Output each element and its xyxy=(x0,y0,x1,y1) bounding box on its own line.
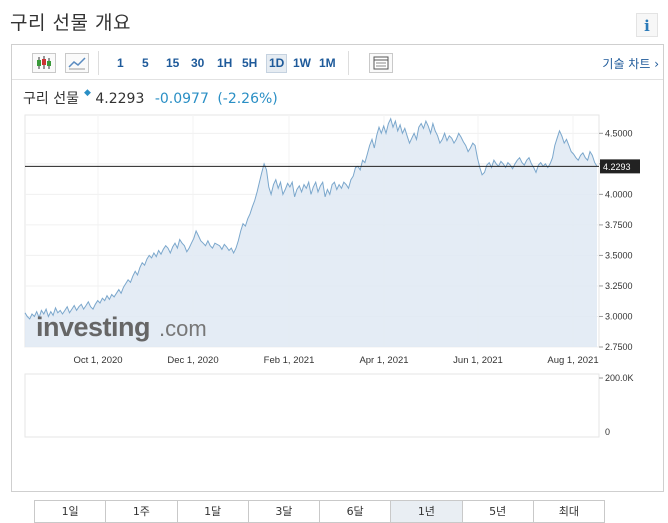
y-tick-label: 4.5000 xyxy=(605,128,633,138)
candlestick-chart-icon[interactable] xyxy=(32,53,56,73)
y-tick-label: 3.2500 xyxy=(605,281,633,291)
investing-logo-suffix: .com xyxy=(159,316,207,341)
range-1m[interactable]: 1달 xyxy=(177,501,249,522)
volume-tick-label: 200.0K xyxy=(605,373,634,383)
timeframe-1w[interactable]: 1W xyxy=(293,56,311,70)
timeframe-30[interactable]: 30 xyxy=(191,56,205,70)
price-down-icon: ◆ xyxy=(83,88,91,98)
price-change: -0.0977 xyxy=(154,91,209,107)
quote-header: 구리 선물 ◆ 4.2293 -0.0977 (-2.26%) xyxy=(23,88,278,108)
instrument-name: 구리 선물 xyxy=(23,91,79,107)
range-selector: 1일 1주 1달 3달 6달 1년 5년 최대 xyxy=(34,500,605,523)
last-price-label: 4.2293 xyxy=(603,162,631,172)
info-icon[interactable]: i xyxy=(636,13,658,37)
timeframe-1[interactable]: 1 xyxy=(117,56,124,70)
chart-toolbar: 1 5 15 30 1H 5H 1D 1W 1M 기술 차트 › xyxy=(12,45,663,80)
price-chart[interactable]: 4.50004.25004.00003.75003.50003.25003.00… xyxy=(12,45,663,455)
tech-chart-link[interactable]: 기술 차트 › xyxy=(602,57,659,71)
toolbar-divider xyxy=(98,51,99,75)
last-price: 4.2293 xyxy=(95,91,145,107)
range-max[interactable]: 최대 xyxy=(533,501,604,522)
y-tick-label: 3.0000 xyxy=(605,311,633,321)
timeframe-1m[interactable]: 1M xyxy=(319,56,336,70)
y-tick-label: 3.7500 xyxy=(605,220,633,230)
y-tick-label: 4.0000 xyxy=(605,189,633,199)
timeframe-15[interactable]: 15 xyxy=(166,56,180,70)
volume-tick-label: 0 xyxy=(605,427,610,437)
range-1w[interactable]: 1주 xyxy=(106,501,178,522)
price-change-percent: (-2.26%) xyxy=(217,91,278,107)
line-chart-icon[interactable] xyxy=(65,53,89,73)
timeframe-5[interactable]: 5 xyxy=(142,56,149,70)
y-tick-label: 3.5000 xyxy=(605,250,633,260)
x-tick-label: Apr 1, 2021 xyxy=(359,355,408,366)
price-line xyxy=(24,117,598,320)
range-1y[interactable]: 1년 xyxy=(391,501,463,522)
x-tick-label: Jun 1, 2021 xyxy=(453,355,503,366)
timeframe-5h[interactable]: 5H xyxy=(242,56,258,70)
volume-area xyxy=(24,373,600,438)
x-tick-label: Feb 1, 2021 xyxy=(264,355,315,366)
range-1d[interactable]: 1일 xyxy=(35,501,107,522)
x-tick-label: Oct 1, 2020 xyxy=(73,355,122,366)
timeframe-1d[interactable]: 1D xyxy=(266,54,288,73)
timeframe-1h[interactable]: 1H xyxy=(217,56,233,70)
page-title: 구리 선물 개요 xyxy=(10,12,131,34)
last-price-badge xyxy=(600,159,640,174)
y-tick-label: 2.7500 xyxy=(605,342,633,352)
chart-widget: 1 5 15 30 1H 5H 1D 1W 1M 기술 차트 › 구리 선물 ◆ … xyxy=(11,44,664,523)
range-3m[interactable]: 3달 xyxy=(248,501,320,522)
price-area-fill xyxy=(25,118,597,347)
toolbar-divider xyxy=(348,51,349,75)
table-view-icon[interactable] xyxy=(369,53,393,73)
x-tick-label: Dec 1, 2020 xyxy=(167,355,218,366)
range-6m[interactable]: 6달 xyxy=(320,501,392,522)
x-tick-label: Aug 1, 2021 xyxy=(547,355,598,366)
range-5y[interactable]: 5년 xyxy=(462,501,534,522)
investing-logo: investing xyxy=(36,312,150,342)
